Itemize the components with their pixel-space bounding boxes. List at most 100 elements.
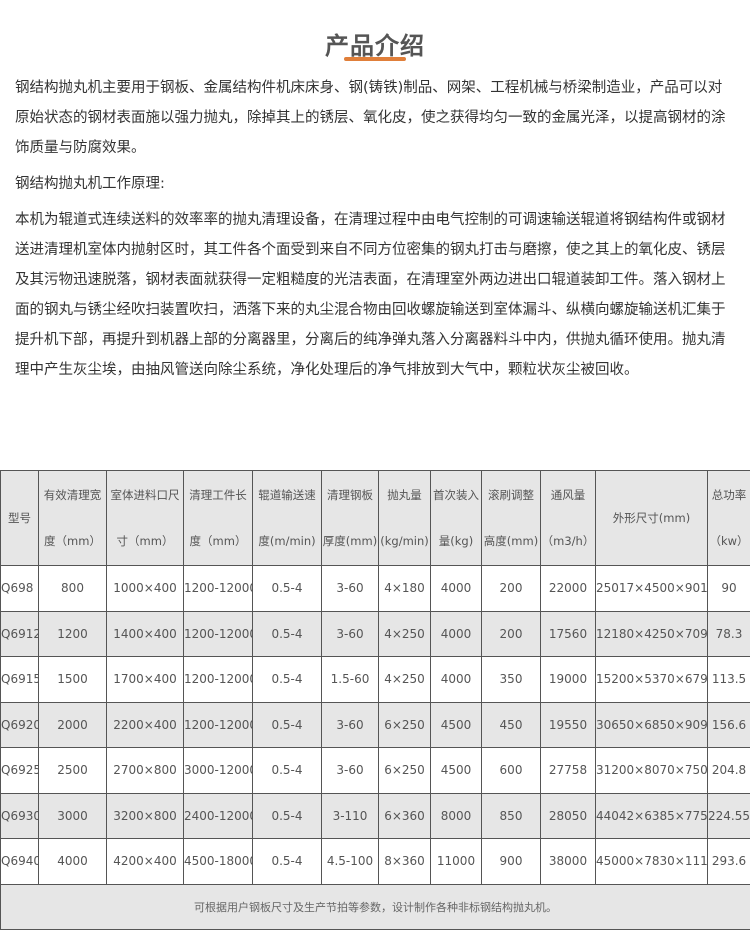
table-cell: 850 xyxy=(482,793,541,839)
column-header: 有效清理宽度（mm） xyxy=(39,471,107,566)
table-cell: 22000 xyxy=(541,566,596,612)
column-header: 外形尺寸(mm) xyxy=(596,471,708,566)
table-cell: 4×180 xyxy=(379,566,431,612)
table-cell: 12180×4250×7095 xyxy=(596,611,708,657)
table-cell: 3-60 xyxy=(322,611,379,657)
table-cell: 1000×400 xyxy=(107,566,184,612)
table-cell: 3200×800 xyxy=(107,793,184,839)
column-header: 辊道输送速度(m/min) xyxy=(253,471,322,566)
table-cell: 200 xyxy=(482,566,541,612)
column-header: 总功率（kw） xyxy=(708,471,750,566)
table-cell: 204.8 xyxy=(708,748,750,794)
table-cell: 1200-12000 xyxy=(184,611,253,657)
table-cell: 3-110 xyxy=(322,793,379,839)
table-cell: 3000 xyxy=(39,793,107,839)
table-cell: 800 xyxy=(39,566,107,612)
table-cell: 900 xyxy=(482,839,541,885)
table-cell: 3-60 xyxy=(322,748,379,794)
column-header-line: 首次装入 xyxy=(431,472,481,518)
column-header-line: 量(kg) xyxy=(431,518,481,564)
table-cell: 4×250 xyxy=(379,611,431,657)
table-cell: Q6920 xyxy=(1,702,39,748)
table-cell: 1.5-60 xyxy=(322,657,379,703)
column-header-line: 清理钢板 xyxy=(322,472,378,518)
column-header-line: 寸（mm） xyxy=(107,518,183,564)
column-header-line: （kw） xyxy=(708,518,750,564)
column-header: 滚刷调整高度(mm) xyxy=(482,471,541,566)
table-cell: 4500-18000 xyxy=(184,839,253,885)
table-cell: 4000 xyxy=(431,657,482,703)
table-cell: 0.5-4 xyxy=(253,566,322,612)
table-cell: 25017×4500×9015 xyxy=(596,566,708,612)
table-cell: 4000 xyxy=(39,839,107,885)
table-cell: 19550 xyxy=(541,702,596,748)
column-header: 抛丸量(kg/min) xyxy=(379,471,431,566)
column-header: 型号 xyxy=(1,471,39,566)
table-cell: 450 xyxy=(482,702,541,748)
table-cell: 3-60 xyxy=(322,566,379,612)
table-cell: 3-60 xyxy=(322,702,379,748)
table-cell: 1200-12000 xyxy=(184,702,253,748)
column-header-line: 度（mm） xyxy=(184,518,252,564)
table-cell: 4500 xyxy=(431,748,482,794)
table-cell: 1200 xyxy=(39,611,107,657)
table-footer-row: 可根据用户钢板尺寸及生产节拍等参数，设计制作各种非标钢结构抛丸机。 xyxy=(1,884,750,929)
column-header-line: 总功率 xyxy=(708,472,750,518)
column-header-line: 度(m/min) xyxy=(253,518,321,564)
table-cell: 2400-12000 xyxy=(184,793,253,839)
table-cell: 4000 xyxy=(431,566,482,612)
spec-table: 型号有效清理宽度（mm）室体进料口尺寸（mm）清理工件长度（mm）辊道输送速度(… xyxy=(0,470,750,930)
table-cell: 4500 xyxy=(431,702,482,748)
table-cell: 17560 xyxy=(541,611,596,657)
table-cell: 30650×6850×9095 xyxy=(596,702,708,748)
table-cell: 31200×8070×7500 xyxy=(596,748,708,794)
table-cell: 1400×400 xyxy=(107,611,184,657)
column-header-line: 有效清理宽 xyxy=(39,472,106,518)
table-cell: 45000×7830×11117 xyxy=(596,839,708,885)
column-header-line: （m3/h） xyxy=(541,518,595,564)
table-cell: 15200×5370×6797 xyxy=(596,657,708,703)
table-cell: 6×250 xyxy=(379,702,431,748)
table-cell: 600 xyxy=(482,748,541,794)
table-cell: 44042×6385×7758 xyxy=(596,793,708,839)
table-cell: 4×250 xyxy=(379,657,431,703)
intro-paragraph: 钢结构抛丸机主要用于钢板、金属结构件机床床身、钢(铸铁)制品、网架、工程机械与桥… xyxy=(15,73,735,163)
table-cell: 0.5-4 xyxy=(253,657,322,703)
table-cell: 11000 xyxy=(431,839,482,885)
table-cell: 28050 xyxy=(541,793,596,839)
table-cell: 27758 xyxy=(541,748,596,794)
table-cell: 2000 xyxy=(39,702,107,748)
column-header-line: 通风量 xyxy=(541,472,595,518)
column-header: 通风量（m3/h） xyxy=(541,471,596,566)
column-header: 清理工件长度（mm） xyxy=(184,471,253,566)
table-cell: Q6940 xyxy=(1,839,39,885)
table-cell: 6×360 xyxy=(379,793,431,839)
table-cell: 1700×400 xyxy=(107,657,184,703)
column-header-line: 清理工件长 xyxy=(184,472,252,518)
column-header-line: 辊道输送速 xyxy=(253,472,321,518)
table-cell: 156.6 xyxy=(708,702,750,748)
table-cell: 90 xyxy=(708,566,750,612)
table-cell: 8×360 xyxy=(379,839,431,885)
table-cell: 3000-12000 xyxy=(184,748,253,794)
table-cell: 4000 xyxy=(431,611,482,657)
table-header-row: 型号有效清理宽度（mm）室体进料口尺寸（mm）清理工件长度（mm）辊道输送速度(… xyxy=(1,471,750,566)
page-title: 产品介绍 xyxy=(0,0,750,60)
table-cell: 4.5-100 xyxy=(322,839,379,885)
table-cell: Q6930 xyxy=(1,793,39,839)
column-header-line: 滚刷调整 xyxy=(482,472,540,518)
table-cell: 2500 xyxy=(39,748,107,794)
column-header-line: 抛丸量 xyxy=(379,472,430,518)
table-cell: 224.55 xyxy=(708,793,750,839)
column-header-line: 度（mm） xyxy=(39,518,106,564)
column-header-line: 室体进料口尺 xyxy=(107,472,183,518)
table-cell: 2700×800 xyxy=(107,748,184,794)
table-cell: 1500 xyxy=(39,657,107,703)
table-cell: 0.5-4 xyxy=(253,702,322,748)
